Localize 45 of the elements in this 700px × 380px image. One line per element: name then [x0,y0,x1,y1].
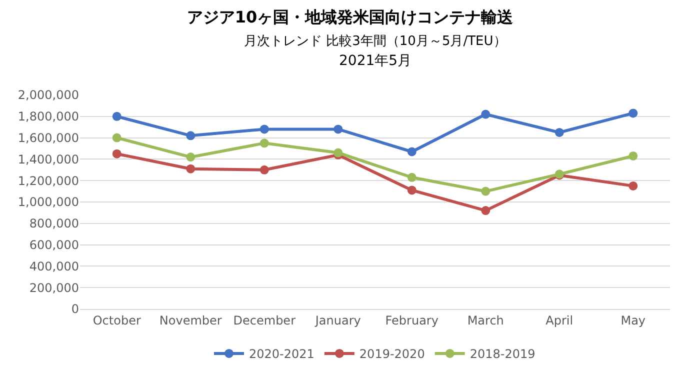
point [186,152,196,162]
point [334,124,343,134]
chart-title: アジア10ヶ国・地域発米国向けコンテナ輸送 [186,8,514,27]
x-tick-label: October [92,313,141,328]
point [186,164,196,174]
point [186,131,196,140]
point [260,138,269,148]
x-tick-label: January [314,313,361,328]
x-tick-label: April [546,313,574,328]
x-tick-label: May [620,313,646,328]
point [260,165,269,174]
y-tick-label: 1,200,000 [18,174,79,188]
point [628,151,638,160]
point [407,147,416,156]
x-tick-label: February [385,313,438,328]
text: 2021年5月 [339,53,412,69]
point [481,110,490,119]
legend-label: 2019-2020 [359,347,425,362]
y-tick-label: 1,400,000 [18,152,79,166]
x-tick-label: December [233,313,296,328]
y-tick-label: 0 [71,302,79,316]
y-tick-label: 400,000 [29,259,79,274]
point [260,124,269,134]
y-tick-label: 2,000,000 [18,88,79,102]
point [554,128,564,137]
point [407,186,416,195]
y-tick-label: 1,600,000 [18,131,79,145]
legend-label: 2020-2021 [249,347,314,362]
x-tick-label: November [159,313,222,328]
point [481,206,490,216]
point [481,186,490,196]
point [628,108,638,118]
y-tick-label: 200,000 [29,280,79,295]
y-tick-label: 1,800,000 [18,110,79,124]
point [407,172,416,182]
x-tick-label: March [467,313,504,328]
point [112,149,122,158]
y-tick-label: 600,000 [29,238,79,252]
chart-subtitle: 月次トレンド 比較3年間（10月～5月/TEU） [244,34,506,49]
point [628,181,638,190]
legend-label: 2018-2019 [470,347,536,362]
y-tick-label: 800,000 [29,216,79,231]
y-tick-label: 1,000,000 [18,195,79,210]
point [112,133,122,142]
point [112,112,122,121]
